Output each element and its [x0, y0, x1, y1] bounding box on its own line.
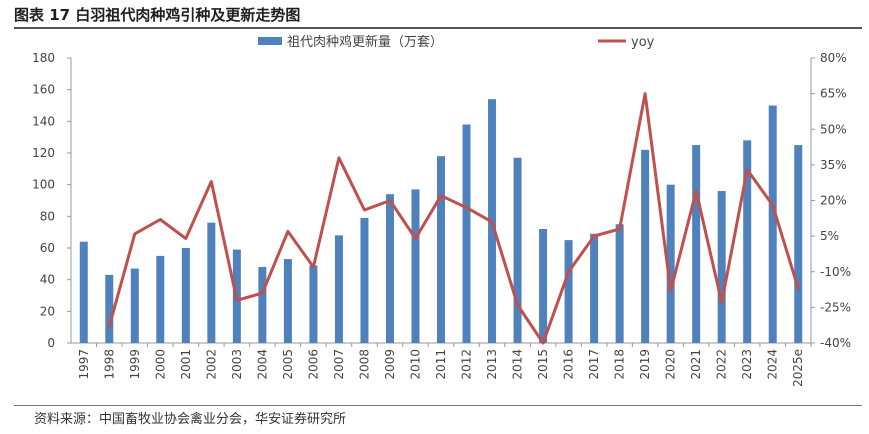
bar [181, 248, 190, 343]
bar [385, 194, 394, 343]
source-note: 资料来源：中国畜牧业协会禽业分会，华安证券研究所 [34, 412, 347, 427]
x-tick-label: 2008 [357, 349, 371, 380]
bar [156, 255, 165, 343]
right-tick-label: 5% [820, 229, 839, 243]
x-tick-label: 2023 [740, 349, 754, 380]
right-tick-label: -25% [820, 300, 851, 314]
left-tick-label: 120 [32, 146, 55, 160]
x-tick-label: 2011 [434, 349, 448, 380]
bar [768, 105, 777, 343]
bar [666, 184, 675, 343]
bar [437, 156, 445, 343]
bar [411, 189, 420, 343]
x-tick-label: 2013 [485, 349, 499, 380]
left-tick-label: 0 [47, 336, 55, 350]
x-tick-label: 2015 [536, 349, 550, 380]
x-tick-label: 2012 [460, 349, 474, 380]
right-tick-label: -10% [820, 265, 851, 279]
left-tick-label: 80 [40, 209, 55, 223]
legend-bar-label: 祖代肉种鸡更新量（万套） [287, 34, 443, 50]
left-tick-label: 20 [40, 304, 55, 318]
bar [539, 229, 548, 343]
bar [794, 145, 803, 343]
combo-chart: 0 20 40 60 80 100 120 140 160 180 -40% -25% -10% 5% 20… [32, 34, 851, 387]
right-tick-label: 20% [820, 194, 847, 208]
bar [590, 233, 599, 343]
x-tick-label: 1998 [102, 349, 116, 380]
left-tick-label: 100 [32, 178, 55, 192]
x-tick-label: 2018 [613, 349, 627, 380]
left-tick-label: 180 [32, 51, 55, 65]
bar [207, 222, 216, 343]
yoy-line [107, 92, 800, 345]
bar [692, 145, 701, 343]
left-tick-label: 60 [40, 241, 55, 255]
right-tick-label: 35% [820, 158, 847, 172]
right-tick-label: 80% [820, 51, 847, 65]
bar [615, 224, 624, 343]
x-tick-label: 2020 [664, 349, 678, 380]
bar [743, 140, 752, 343]
x-tick-label: 2002 [204, 349, 218, 380]
x-tick-label: 2006 [306, 349, 320, 380]
bar [641, 149, 650, 343]
bar [79, 241, 88, 343]
bar [130, 268, 139, 343]
left-tick-label: 40 [40, 273, 55, 287]
x-tick-label: 2009 [383, 349, 397, 380]
x-tick-label: 2019 [638, 349, 652, 380]
x-tick-label: 2000 [153, 349, 167, 380]
right-tick-label: 65% [820, 87, 847, 101]
x-tick-label: 2022 [715, 349, 729, 380]
x-tick-label: 2005 [281, 349, 295, 380]
bar [283, 259, 292, 343]
bar [462, 124, 471, 343]
right-tick-label: -40% [820, 336, 851, 350]
bar [513, 157, 522, 343]
chart-title: 图表 17 白羽祖代肉种鸡引种及更新走势图 [14, 6, 301, 24]
bar [258, 267, 267, 343]
bar [309, 265, 318, 343]
x-tick-label: 1997 [77, 349, 91, 380]
x-tick-label: 2014 [511, 349, 525, 380]
legend-line-label: yoy [631, 35, 655, 50]
title-divider [14, 27, 862, 29]
x-tick-label: 2004 [255, 349, 269, 380]
x-tick-label: 2016 [562, 349, 576, 380]
bar [334, 235, 343, 343]
x-tick-label: 2025e [791, 349, 805, 387]
x-tick-label: 2007 [332, 349, 346, 380]
x-tick-label: 2003 [230, 349, 244, 380]
legend-bar-swatch [258, 37, 282, 45]
bar [360, 217, 369, 343]
x-tick-label: 1999 [128, 349, 142, 380]
x-tick-label: 2017 [587, 349, 601, 380]
left-tick-label: 140 [32, 114, 55, 128]
left-tick-label: 160 [32, 83, 55, 97]
x-tick-label: 2024 [766, 349, 780, 380]
right-tick-label: 50% [820, 122, 847, 136]
bar [105, 274, 114, 343]
footer-divider [14, 405, 862, 406]
bar [717, 191, 726, 343]
x-tick-label: 2021 [689, 349, 703, 380]
bar [564, 240, 573, 343]
x-tick-label: 2010 [408, 349, 422, 380]
x-tick-label: 2001 [179, 349, 193, 380]
